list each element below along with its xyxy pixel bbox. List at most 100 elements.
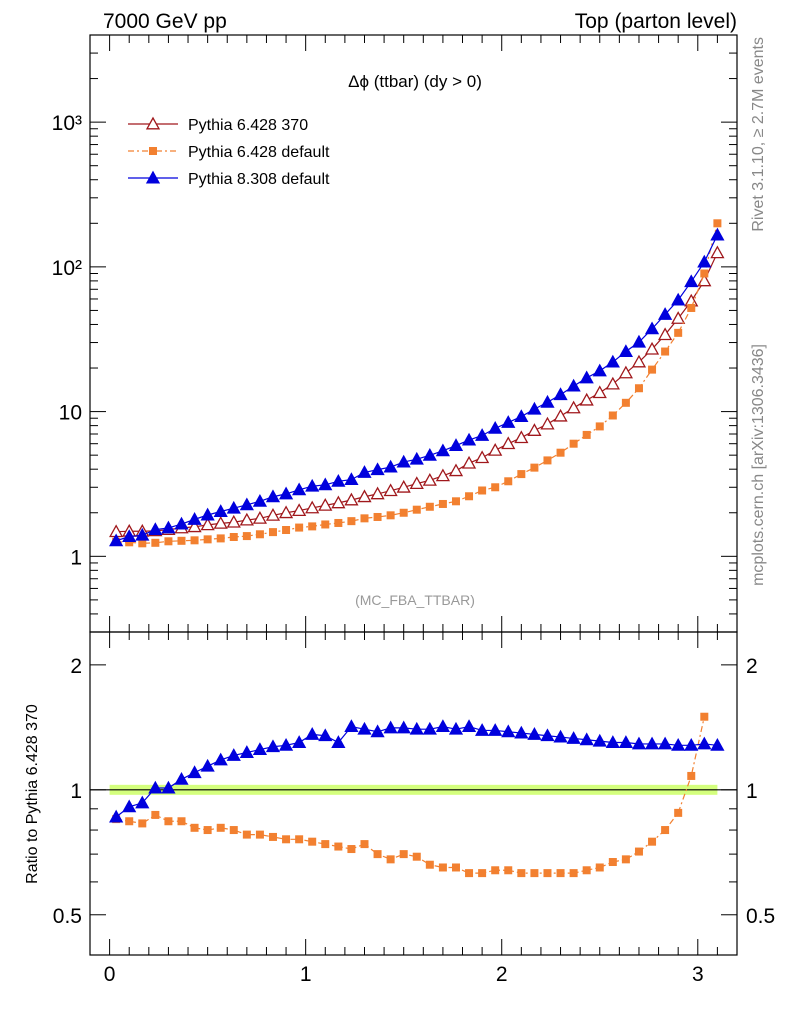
data-point — [475, 723, 490, 736]
data-point — [305, 478, 320, 492]
data-point — [357, 721, 372, 735]
data-point — [331, 735, 346, 748]
data-point — [569, 869, 578, 878]
data-point — [135, 795, 150, 809]
series-1 — [112, 219, 722, 548]
data-point — [435, 468, 451, 482]
data-point — [634, 847, 643, 856]
data-point — [438, 499, 447, 508]
data-point — [543, 869, 552, 878]
data-point — [671, 737, 686, 751]
data-point — [386, 511, 395, 520]
data-point — [164, 817, 173, 826]
ratio-frame — [89, 631, 738, 956]
data-point — [252, 511, 268, 524]
data-point — [122, 529, 137, 542]
y-tick-label: 10³ — [52, 112, 82, 135]
data-point — [595, 863, 604, 872]
data-point — [295, 835, 304, 844]
data-point — [213, 504, 228, 517]
legend-label: Pythia 8.308 default — [188, 171, 330, 188]
data-point — [360, 840, 369, 849]
data-point — [305, 500, 320, 514]
data-point — [252, 742, 268, 756]
data-point — [255, 530, 264, 539]
series-0 — [109, 245, 725, 538]
data-point — [187, 519, 202, 533]
data-point — [661, 347, 670, 356]
data-point — [138, 819, 147, 828]
data-point — [475, 428, 490, 441]
data-point — [383, 720, 398, 734]
data-point — [514, 725, 529, 739]
data-point — [514, 409, 529, 423]
data-point — [592, 733, 607, 747]
data-point — [448, 438, 464, 451]
data-point — [109, 809, 124, 823]
data-point — [438, 863, 447, 872]
x-tick-label: 0 — [104, 963, 116, 986]
y-tick-label: 10 — [59, 402, 82, 425]
data-point — [151, 538, 160, 547]
data-point — [308, 522, 317, 531]
ratio-series — [109, 712, 725, 878]
ratio-ylabel: Ratio to Pythia 6.428 370 — [24, 704, 41, 884]
data-point — [540, 394, 555, 408]
data-point — [566, 731, 581, 744]
data-point — [242, 830, 251, 839]
data-point — [491, 866, 500, 875]
data-point — [174, 771, 189, 785]
data-point — [344, 492, 359, 506]
header-left: 7000 GeV pp — [103, 10, 227, 33]
data-point — [148, 780, 163, 794]
data-point — [138, 539, 147, 548]
data-point — [579, 370, 594, 384]
y-tick-label: 2 — [70, 655, 82, 678]
data-point — [383, 483, 398, 497]
data-point — [648, 837, 657, 846]
data-point — [292, 482, 307, 496]
data-point — [697, 736, 712, 750]
data-point — [239, 745, 254, 758]
data-point — [357, 489, 372, 503]
data-point — [295, 523, 304, 532]
data-point — [242, 532, 251, 541]
data-point — [344, 472, 359, 486]
data-point — [582, 430, 591, 439]
data-point — [608, 858, 617, 867]
data-point — [527, 423, 542, 436]
ratio-panel: 0.5 0.5 1 1 2 2 0 1 2 3 Ratio to Pythia 6.428 370 — [24, 631, 775, 986]
data-point — [648, 365, 657, 374]
data-point — [569, 439, 578, 448]
data-point — [278, 505, 294, 519]
data-point — [278, 486, 294, 500]
data-point — [553, 387, 568, 401]
data-point — [226, 514, 241, 528]
data-point — [605, 376, 620, 390]
data-point — [566, 378, 581, 392]
main-axis-ticks: 1 10 10² 10³ — [52, 34, 737, 633]
data-point — [265, 739, 281, 753]
data-point — [148, 522, 163, 536]
data-point — [710, 245, 725, 259]
series-0 — [112, 712, 709, 878]
data-point — [396, 720, 411, 734]
data-point — [475, 450, 490, 464]
data-point — [308, 837, 317, 846]
data-point — [592, 385, 607, 399]
data-point — [318, 498, 333, 511]
data-point — [687, 303, 696, 312]
data-point — [543, 456, 552, 465]
data-point — [504, 866, 513, 875]
series-line — [115, 234, 718, 542]
data-point — [239, 512, 254, 526]
data-point — [700, 269, 709, 278]
data-point — [461, 719, 477, 733]
data-point — [409, 451, 424, 465]
data-point — [292, 735, 307, 748]
legend-label: Pythia 6.428 370 — [188, 117, 308, 134]
data-point — [321, 840, 330, 849]
data-point — [425, 502, 434, 511]
main-panel: 1 10 10² 10³ Δϕ (ttbar) (dy > 0) (MC_FBA_TT… — [52, 34, 738, 633]
data-point — [161, 780, 176, 794]
